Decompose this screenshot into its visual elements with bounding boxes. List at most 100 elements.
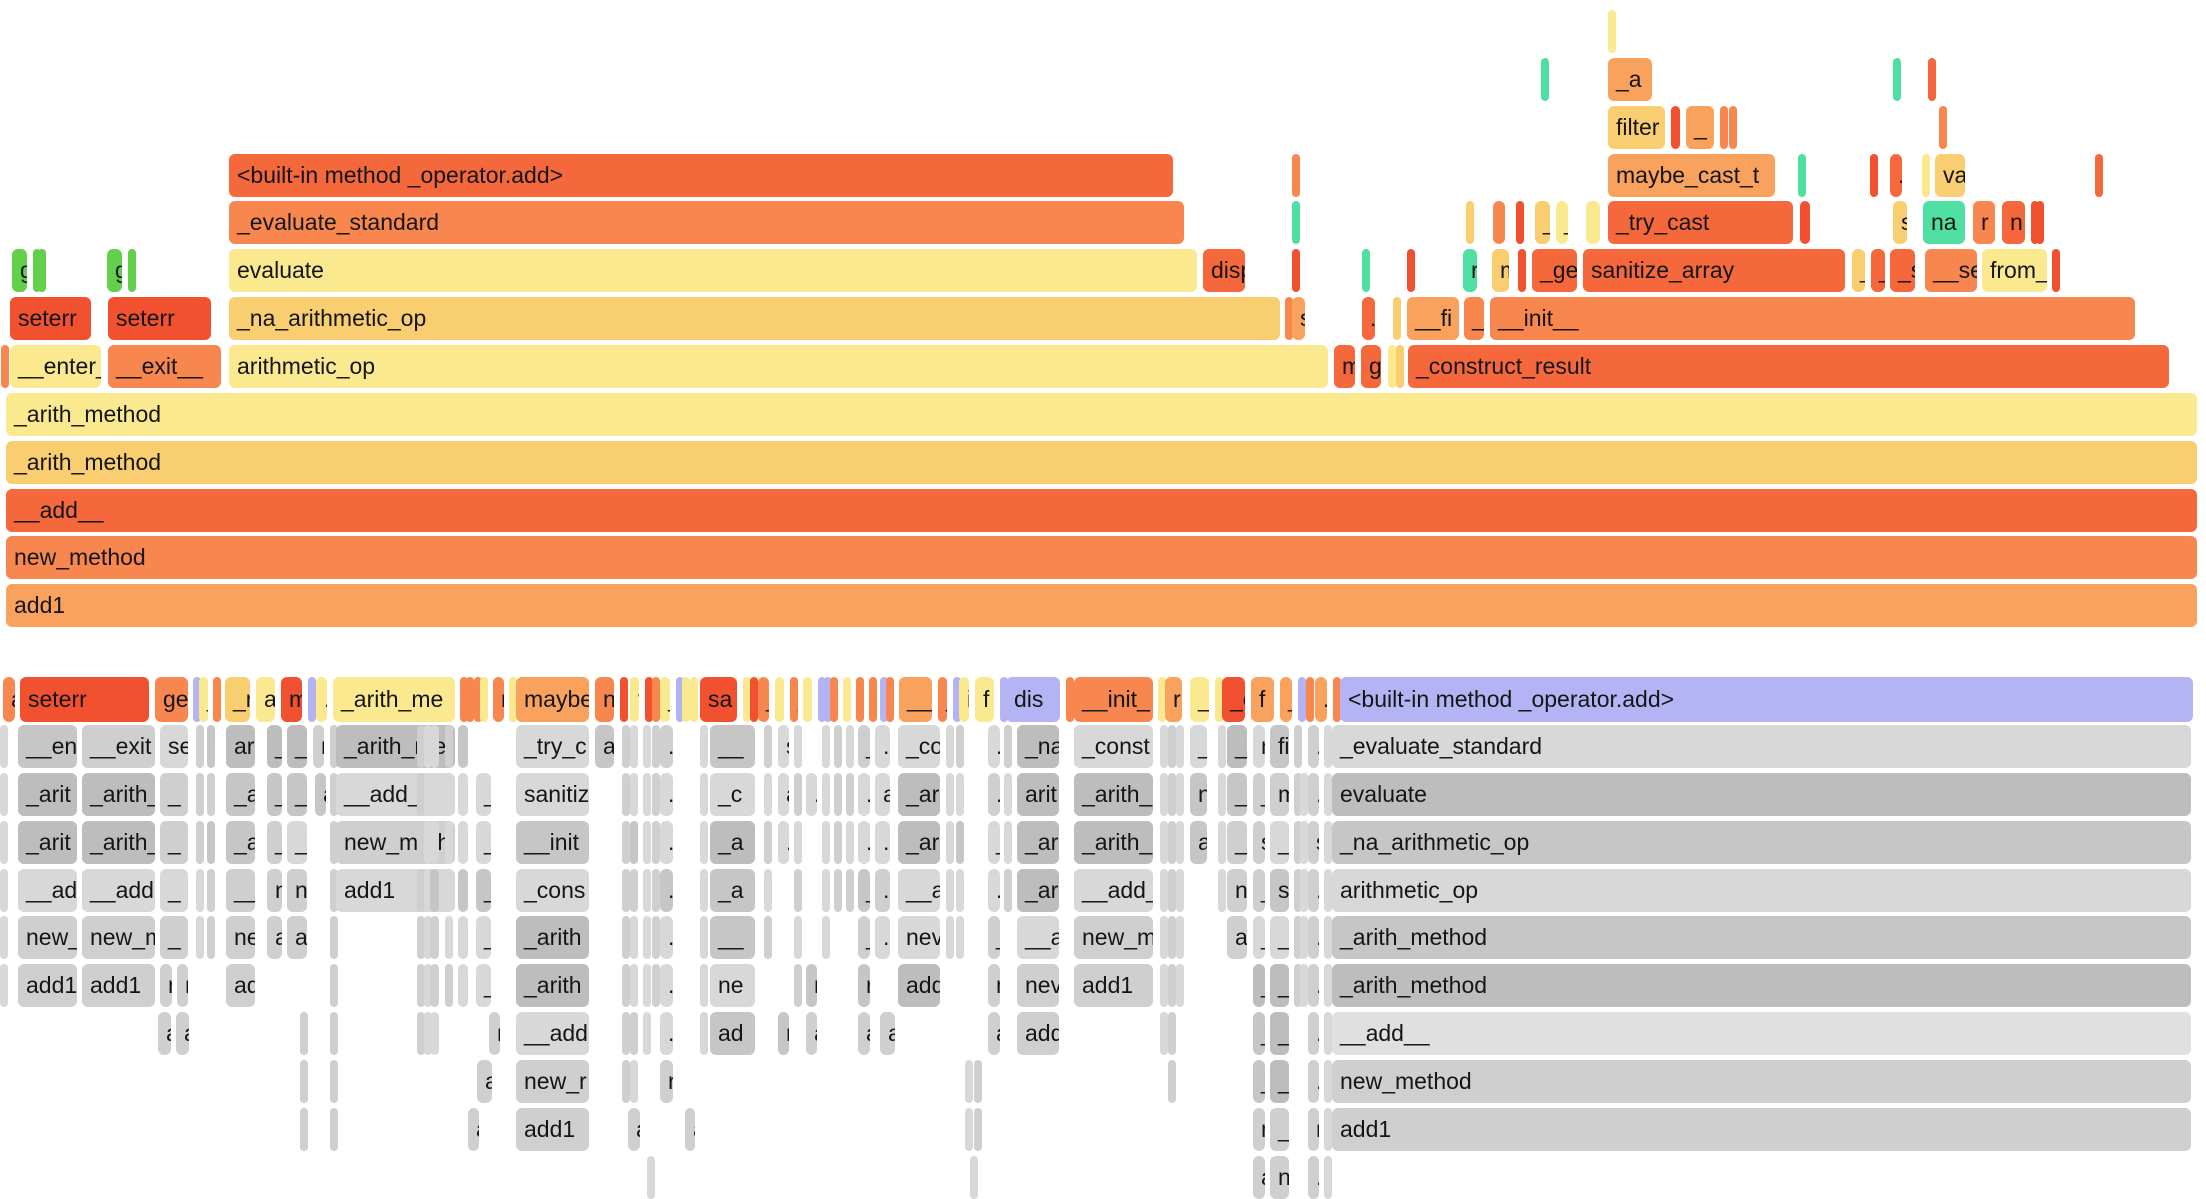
flame-frame-ari[interactable]: ari bbox=[226, 725, 255, 768]
flame-frame-a[interactable]: a bbox=[158, 1012, 171, 1055]
flame-frame-[interactable]: . bbox=[858, 821, 870, 864]
flame-frame-sliver[interactable] bbox=[622, 964, 630, 1007]
flame-frame-[interactable]: . bbox=[660, 773, 673, 816]
flame-frame-[interactable]: . bbox=[794, 821, 802, 864]
flame-frame-[interactable]: . bbox=[834, 821, 842, 864]
flame-frame-_const[interactable]: _const bbox=[1074, 725, 1153, 768]
flame-frame-sliver[interactable] bbox=[417, 821, 425, 864]
flame-frame-builtinmethod_operatoradd[interactable]: <built-in method _operator.add> bbox=[229, 154, 1173, 197]
flame-frame-__exit[interactable]: __exit bbox=[82, 725, 155, 768]
flame-frame-_[interactable]: _ bbox=[1535, 201, 1550, 244]
flame-frame-[interactable]: . bbox=[196, 916, 204, 959]
flame-frame-sliver[interactable] bbox=[2036, 201, 2044, 244]
flame-frame-arit[interactable]: arit bbox=[1017, 773, 1059, 816]
flame-frame-[interactable]: . bbox=[886, 677, 894, 722]
flame-frame-sliver[interactable] bbox=[1333, 677, 1341, 722]
flame-frame-_[interactable]: _ bbox=[1270, 964, 1289, 1007]
flame-frame-r[interactable]: r bbox=[858, 964, 870, 1007]
flame-frame-new_[interactable]: new_ bbox=[18, 916, 77, 959]
flame-frame-m[interactable]: m bbox=[1334, 345, 1355, 388]
flame-frame-_[interactable]: _ bbox=[267, 821, 282, 864]
flame-frame-sliver[interactable] bbox=[643, 964, 651, 1007]
flame-frame-__exit__[interactable]: __exit__ bbox=[108, 345, 221, 388]
flame-frame-a[interactable]: a bbox=[315, 773, 326, 816]
flame-frame-sliver[interactable] bbox=[424, 773, 432, 816]
flame-frame-[interactable]: . bbox=[946, 916, 954, 959]
flame-frame-sliver[interactable] bbox=[643, 869, 651, 912]
flame-frame-sliver[interactable] bbox=[1870, 154, 1878, 197]
flame-frame-[interactable]: . bbox=[1004, 869, 1012, 912]
flame-frame-_[interactable]: _ bbox=[1190, 725, 1207, 768]
flame-frame-sliver[interactable] bbox=[1300, 964, 1308, 1007]
flame-frame-[interactable]: . bbox=[660, 869, 673, 912]
flame-frame-[interactable]: . bbox=[956, 773, 964, 816]
flame-frame-sliver[interactable] bbox=[417, 1012, 425, 1055]
flame-frame-[interactable]: . bbox=[196, 821, 204, 864]
flame-frame-[interactable]: . bbox=[1308, 1156, 1319, 1199]
flame-frame-n[interactable]: n bbox=[988, 964, 1000, 1007]
flame-frame-[interactable]: . bbox=[956, 821, 964, 864]
flame-frame-_[interactable]: _ bbox=[1270, 1060, 1289, 1103]
flame-frame-[interactable]: . bbox=[1218, 725, 1226, 768]
flame-frame-sliver[interactable] bbox=[1158, 677, 1166, 722]
flame-frame-sliver[interactable] bbox=[1518, 249, 1526, 292]
flame-frame-[interactable]: . bbox=[430, 773, 439, 816]
flame-frame-sliver[interactable] bbox=[330, 725, 338, 768]
flame-frame-s[interactable]: s bbox=[1308, 821, 1319, 864]
flame-frame-new_method[interactable]: new_method bbox=[6, 536, 2197, 579]
flame-frame-sliver[interactable] bbox=[869, 677, 877, 722]
flame-frame-_construct_result[interactable]: _construct_result bbox=[1408, 345, 2169, 388]
flame-frame-[interactable]: . bbox=[196, 869, 204, 912]
flame-frame-sliver[interactable] bbox=[424, 869, 432, 912]
flame-frame-_ar[interactable]: _ar bbox=[1017, 821, 1059, 864]
flame-frame-[interactable]: . bbox=[875, 725, 890, 768]
flame-frame-_[interactable]: _ bbox=[1270, 821, 1289, 864]
flame-frame-sliver[interactable] bbox=[0, 725, 8, 768]
flame-frame-r[interactable]: r bbox=[1308, 1108, 1319, 1151]
flame-frame-s[interactable]: s bbox=[1270, 869, 1289, 912]
flame-frame-_[interactable]: _ bbox=[160, 821, 188, 864]
flame-frame-_try_cast[interactable]: _try_cast bbox=[1608, 201, 1793, 244]
flame-frame-sliver[interactable] bbox=[460, 677, 468, 722]
flame-frame-[interactable]: . bbox=[458, 821, 468, 864]
flame-frame-[interactable]: . bbox=[834, 773, 842, 816]
flame-frame-nev[interactable]: nev bbox=[1017, 964, 1059, 1007]
flame-frame-n[interactable]: n bbox=[1270, 1156, 1289, 1199]
flame-frame-sliver[interactable] bbox=[1176, 964, 1184, 1007]
flame-frame-[interactable]: . bbox=[875, 821, 890, 864]
flame-frame-sliver[interactable] bbox=[1168, 964, 1176, 1007]
flame-frame-sliver[interactable] bbox=[474, 677, 482, 722]
flame-frame-sliver[interactable] bbox=[643, 1012, 651, 1055]
flame-frame-nev[interactable]: nev bbox=[898, 916, 940, 959]
flame-frame-a[interactable]: a bbox=[880, 1012, 895, 1055]
flame-frame-__fi[interactable]: __fi bbox=[1407, 297, 1459, 340]
flame-frame-__add__[interactable]: __add__ bbox=[6, 489, 2197, 532]
flame-frame-[interactable]: . bbox=[660, 964, 673, 1007]
flame-frame-i[interactable]: i bbox=[959, 677, 969, 722]
flame-frame-sliver[interactable] bbox=[1168, 1012, 1176, 1055]
flame-frame-sliver[interactable] bbox=[1720, 106, 1728, 149]
flame-frame-__a[interactable]: __a bbox=[898, 869, 940, 912]
flame-frame-[interactable]: . bbox=[660, 725, 673, 768]
flame-frame-[interactable]: . bbox=[764, 773, 772, 816]
flame-frame-sliver[interactable] bbox=[622, 773, 630, 816]
flame-frame-_arith_method[interactable]: _arith_method bbox=[6, 441, 2197, 484]
flame-frame-sliver[interactable] bbox=[0, 964, 8, 1007]
flame-frame-[interactable]: . bbox=[1308, 725, 1319, 768]
flame-frame-sliver[interactable] bbox=[1168, 916, 1176, 959]
flame-frame-sliver[interactable] bbox=[700, 1012, 708, 1055]
flame-frame-sliver[interactable] bbox=[417, 725, 425, 768]
flame-frame-_s[interactable]: _s bbox=[1890, 249, 1915, 292]
flame-frame-[interactable]: . bbox=[846, 773, 854, 816]
flame-frame-_[interactable]: _ bbox=[199, 677, 208, 722]
flame-frame-g[interactable]: g bbox=[107, 249, 122, 292]
flame-frame-_ar[interactable]: _ar bbox=[898, 821, 940, 864]
flame-frame-__en[interactable]: __en bbox=[18, 725, 77, 768]
flame-frame-sliver[interactable] bbox=[1324, 821, 1332, 864]
flame-frame-__init__[interactable]: __init__ bbox=[1490, 297, 2135, 340]
flame-frame-na[interactable]: na bbox=[1923, 201, 1965, 244]
flame-frame-[interactable]: . bbox=[846, 821, 854, 864]
flame-frame-sliver[interactable] bbox=[1000, 677, 1008, 722]
flame-frame-[interactable]: . bbox=[834, 725, 842, 768]
flame-frame-sliver[interactable] bbox=[1324, 1156, 1332, 1199]
